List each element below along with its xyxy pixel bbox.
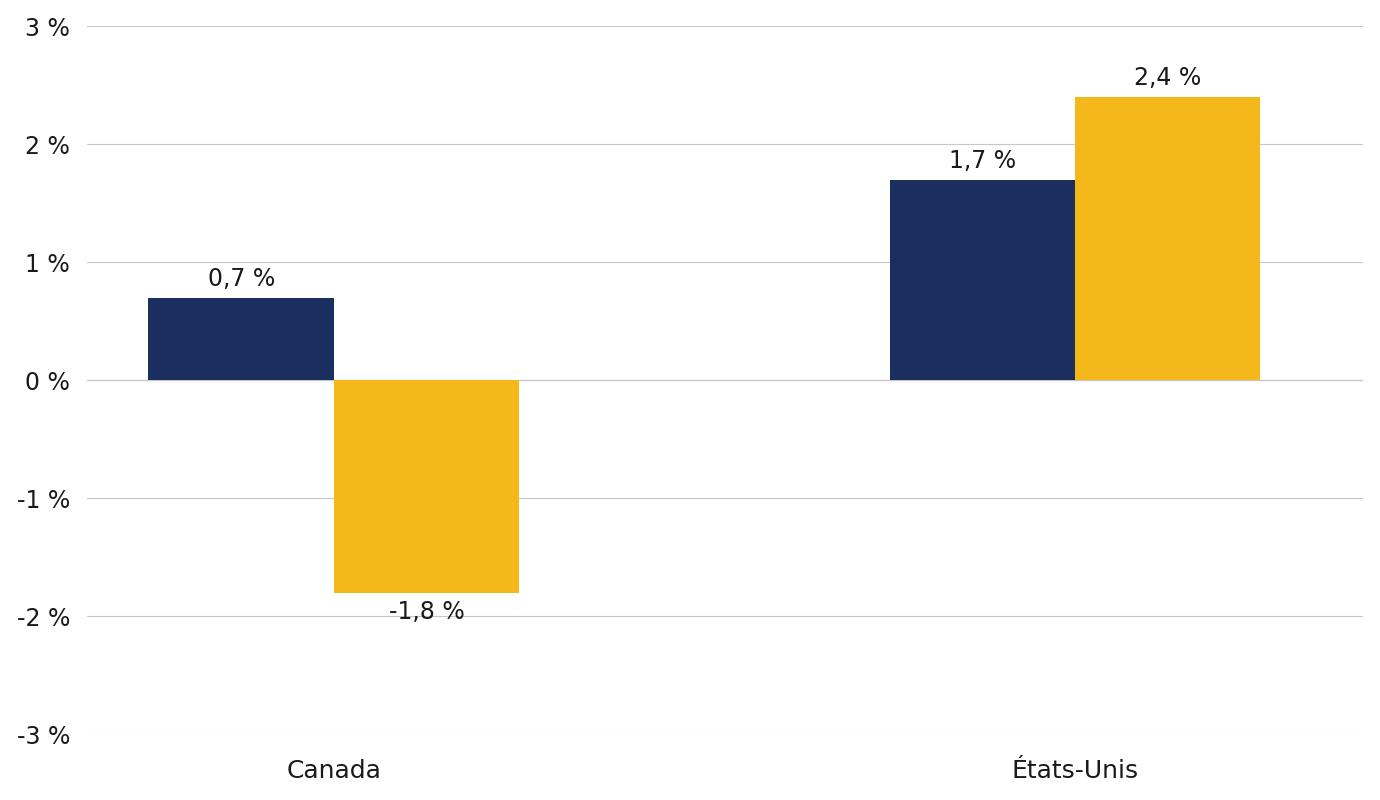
Bar: [334, 380, 519, 593]
Text: -1,8 %: -1,8 %: [389, 600, 464, 624]
Bar: [1075, 97, 1260, 380]
Text: 1,7 %: 1,7 %: [949, 149, 1016, 173]
Bar: [149, 298, 334, 380]
Text: 0,7 %: 0,7 %: [207, 266, 275, 290]
Text: 2,4 %: 2,4 %: [1134, 66, 1202, 90]
Bar: [890, 180, 1075, 380]
